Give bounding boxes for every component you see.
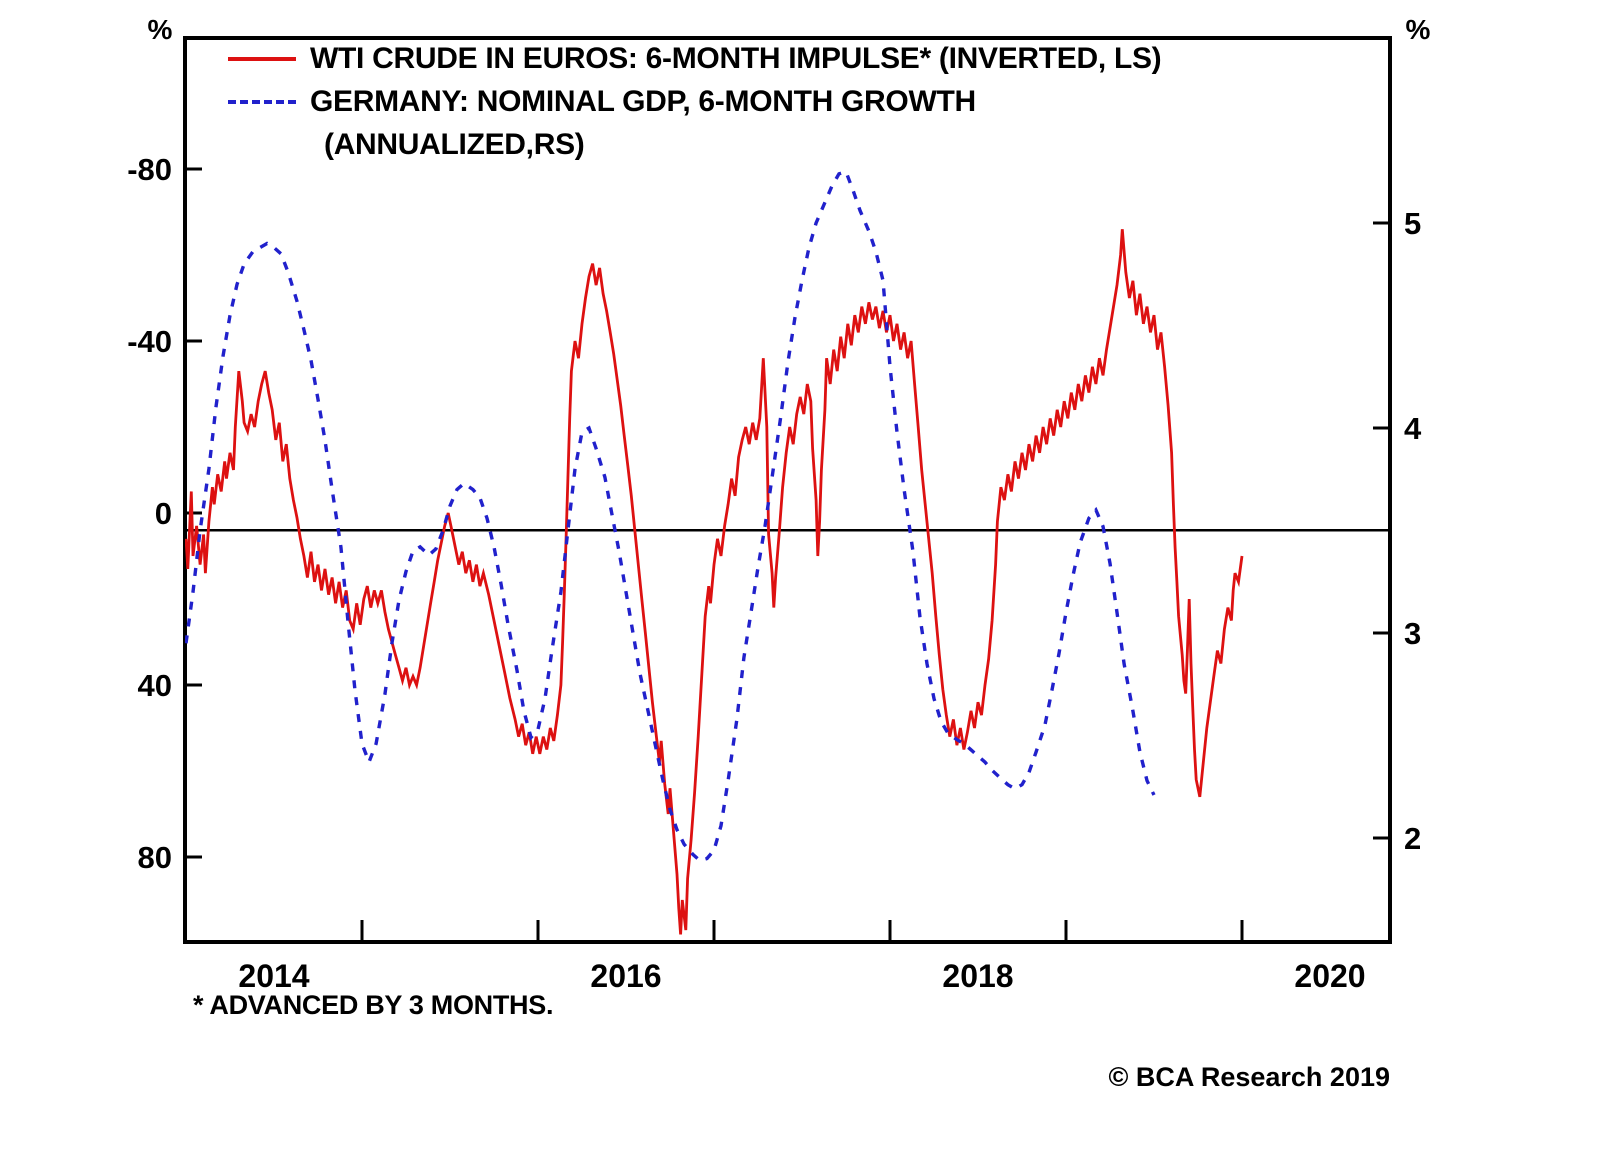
footnote: * ADVANCED BY 3 MONTHS. <box>193 990 554 1020</box>
x-axis-label: 2014 <box>238 958 309 994</box>
legend-label-gdp: GERMANY: NOMINAL GDP, 6-MONTH GROWTH <box>310 85 976 118</box>
right-tick-label: 5 <box>1404 206 1421 241</box>
left-tick-label: 40 <box>138 668 172 703</box>
red-solid-line-icon <box>228 57 296 61</box>
right-axis-unit: % <box>1405 14 1431 45</box>
blue-dashed-line-icon <box>228 100 296 104</box>
germany-gdp-line <box>185 169 1156 863</box>
copyright: © BCA Research 2019 <box>1108 1062 1390 1092</box>
left-tick-label: -80 <box>127 152 172 187</box>
left-tick-label: 0 <box>155 496 172 531</box>
left-axis-unit: % <box>147 14 173 45</box>
left-tick-label: -40 <box>127 324 172 359</box>
legend-row-gdp: GERMANY: NOMINAL GDP, 6-MONTH GROWTH <box>228 83 976 121</box>
legend-row-gdp-cont: (ANNUALIZED,RS) <box>324 126 585 164</box>
legend-label-wti: WTI CRUDE IN EUROS: 6-MONTH IMPULSE* (IN… <box>310 42 1162 75</box>
legend-label-gdp-cont: (ANNUALIZED,RS) <box>324 128 585 161</box>
left-tick-label: 80 <box>138 840 172 875</box>
right-tick-label: 2 <box>1404 821 1421 856</box>
right-tick-label: 3 <box>1404 616 1421 651</box>
x-axis-label: 2020 <box>1294 958 1365 994</box>
x-axis-label: 2016 <box>590 958 661 994</box>
x-axis-label: 2018 <box>942 958 1013 994</box>
right-tick-label: 4 <box>1404 411 1422 446</box>
legend-row-wti: WTI CRUDE IN EUROS: 6-MONTH IMPULSE* (IN… <box>228 40 1162 78</box>
plot-border <box>183 36 1392 944</box>
wti-impulse-line <box>185 229 1244 935</box>
